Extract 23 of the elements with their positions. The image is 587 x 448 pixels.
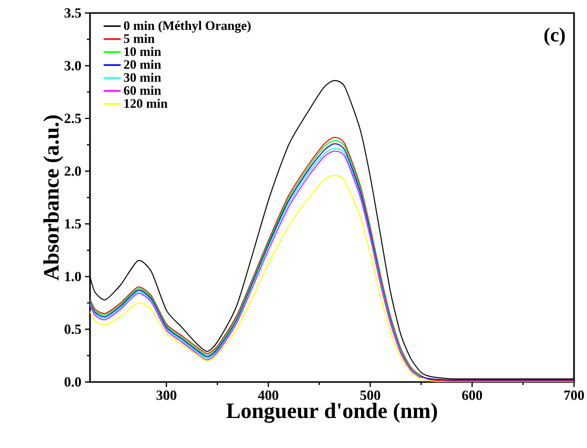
- annotation: (c): [544, 28, 565, 46]
- y-tick-label: 0.0: [64, 377, 81, 387]
- y-tick-label: 1.5: [65, 219, 81, 229]
- y-axis-title: Absorbance (a.u.): [43, 115, 64, 280]
- x-tick-label: 600: [462, 390, 482, 400]
- legend-label: 120 min: [124, 98, 168, 108]
- legend-label: 0 min (Méthyl Orange): [124, 20, 251, 33]
- legend-label: 20 min: [124, 60, 162, 69]
- legend-label: 10 min: [124, 46, 162, 56]
- legend-label: 60 min: [124, 86, 162, 95]
- x-axis-title: Longueur d'onde (nm): [226, 402, 437, 423]
- y-tick-label: 0.5: [64, 324, 81, 334]
- y-tick-label: 2.0: [64, 166, 81, 176]
- x-tick-label: 400: [258, 390, 278, 400]
- y-tick-label: 2.5: [64, 114, 81, 124]
- legend-label: 5 min: [124, 34, 155, 43]
- x-tick-label: 700: [564, 390, 584, 400]
- x-tick-label: 300: [156, 390, 176, 400]
- y-tick-label: 1.0: [65, 272, 81, 282]
- y-tick-label: 3.0: [64, 60, 81, 70]
- legend-label: 30 min: [124, 72, 162, 82]
- y-tick-label: 3.5: [64, 8, 81, 18]
- x-tick-label: 500: [360, 390, 380, 400]
